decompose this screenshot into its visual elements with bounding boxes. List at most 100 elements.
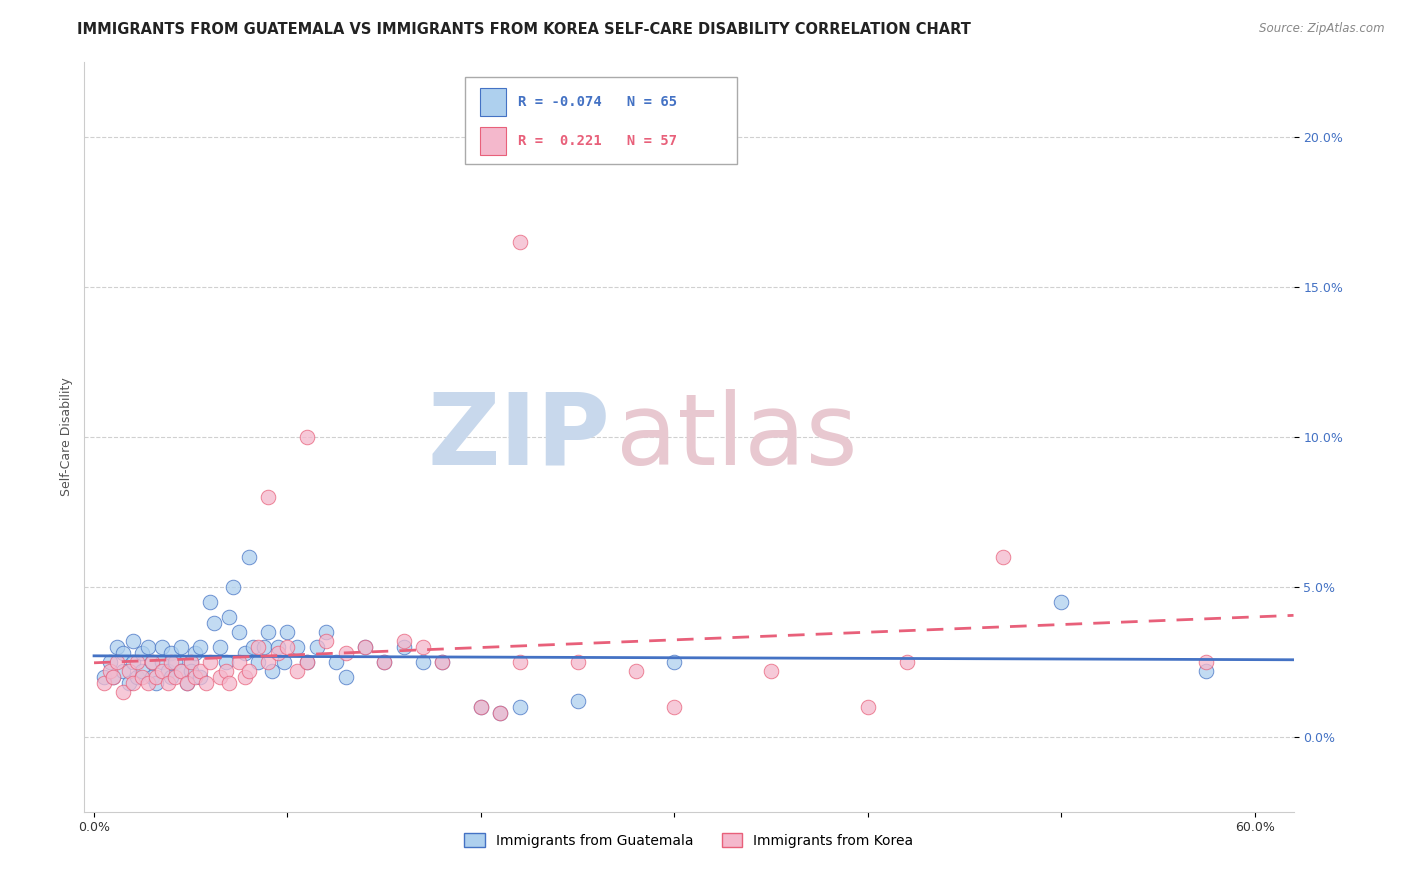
Point [228,624,250,639]
Point [238,549,260,564]
Point [222,580,245,594]
Point [315,624,337,639]
Point [470,699,492,714]
Point [509,655,531,669]
Point [160,646,183,660]
Point [267,640,290,654]
Point [145,670,167,684]
Point [489,706,512,720]
Point [412,655,434,669]
Point [267,646,290,660]
Point [136,676,159,690]
Point [156,676,179,690]
Text: IMMIGRANTS FROM GUATEMALA VS IMMIGRANTS FROM KOREA SELF-CARE DISABILITY CORRELAT: IMMIGRANTS FROM GUATEMALA VS IMMIGRANTS … [77,22,972,37]
Point [392,640,415,654]
Point [125,670,148,684]
Point [145,676,167,690]
Bar [479,127,506,155]
Point [208,640,231,654]
Point [180,655,202,669]
Point [412,640,434,654]
Point [105,640,128,654]
Point [214,655,236,669]
Point [1195,655,1218,669]
Point [198,655,221,669]
Point [93,670,115,684]
Point [98,655,121,669]
Point [112,664,135,678]
Point [150,640,173,654]
Point [228,655,250,669]
Point [392,633,415,648]
Point [509,699,531,714]
Point [121,633,143,648]
Point [125,655,148,669]
Point [285,664,308,678]
Point [214,664,236,678]
Point [141,655,163,669]
Point [432,655,454,669]
Point [160,670,183,684]
Point [335,646,357,660]
Point [257,624,280,639]
Legend: Immigrants from Guatemala, Immigrants from Korea: Immigrants from Guatemala, Immigrants fr… [458,828,920,854]
Point [176,676,198,690]
Point [373,655,395,669]
Point [202,615,225,630]
Point [112,685,135,699]
Point [165,670,187,684]
Point [305,640,328,654]
Point [190,640,212,654]
Point [156,664,179,678]
Point [354,640,377,654]
Point [295,655,318,669]
Point [141,670,163,684]
Point [103,670,125,684]
Point [242,640,264,654]
Point [257,490,280,504]
Point [165,655,187,669]
Point [489,706,512,720]
Point [198,595,221,609]
Point [567,694,589,708]
Point [233,646,256,660]
Point [195,676,218,690]
Point [233,670,256,684]
Point [131,664,153,678]
Point [253,640,276,654]
Point [759,664,782,678]
FancyBboxPatch shape [465,78,737,163]
Point [218,676,240,690]
Point [1050,595,1073,609]
Point [112,646,135,660]
Point [257,655,280,669]
Point [276,640,298,654]
Point [183,646,205,660]
Point [103,670,125,684]
Point [567,655,589,669]
Point [238,664,260,678]
Point [993,549,1015,564]
Point [295,655,318,669]
Point [325,655,347,669]
Point [276,624,298,639]
Point [260,664,283,678]
Point [208,670,231,684]
Point [432,655,454,669]
Point [896,655,918,669]
Bar [479,87,506,116]
Point [121,676,143,690]
Text: Source: ZipAtlas.com: Source: ZipAtlas.com [1260,22,1385,36]
Point [118,664,141,678]
Point [150,655,173,669]
Text: ZIP: ZIP [427,389,610,485]
Point [160,655,183,669]
Text: R =  0.221   N = 57: R = 0.221 N = 57 [519,134,678,148]
Point [470,699,492,714]
Point [247,640,270,654]
Point [373,655,395,669]
Point [183,670,205,684]
Point [354,640,377,654]
Point [180,655,202,669]
Y-axis label: Self-Care Disability: Self-Care Disability [60,377,73,497]
